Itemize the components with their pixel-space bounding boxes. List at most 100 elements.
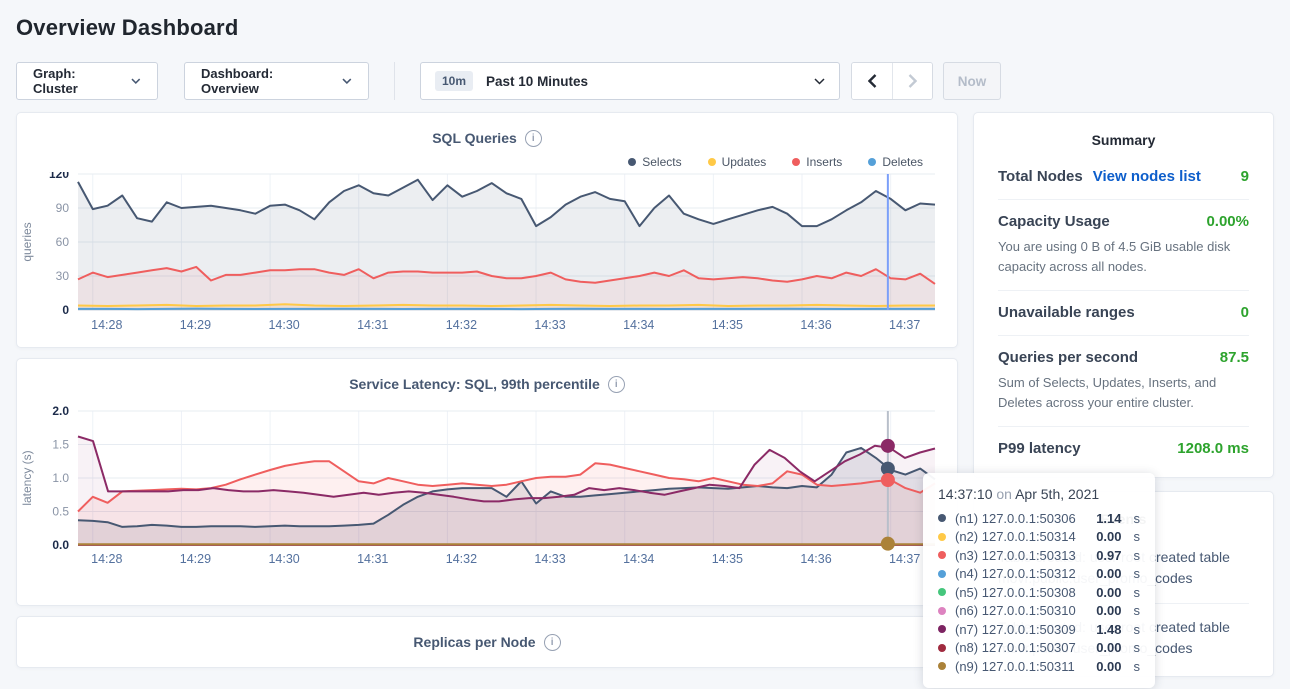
latency-panel: Service Latency: SQL, 99th percentile i … <box>16 358 958 606</box>
tooltip-node-unit: s <box>1133 510 1141 526</box>
tooltip-node-name: (n4) 127.0.0.1:50312 <box>955 566 1076 582</box>
tooltip-node-row: (n1) 127.0.0.1:50306 1.14 s <box>938 509 1140 528</box>
sql-queries-title: SQL Queries <box>432 130 517 146</box>
svg-text:14:34: 14:34 <box>623 318 654 332</box>
tooltip-node-row: (n5) 127.0.0.1:50308 0.00 s <box>938 583 1140 602</box>
summary-panel: Summary Total Nodes View nodes list 9 Capac… <box>973 112 1274 478</box>
legend-item-selects[interactable]: Selects <box>628 154 682 170</box>
svg-text:1.0: 1.0 <box>52 471 69 485</box>
svg-text:14:32: 14:32 <box>446 318 477 332</box>
stat-value: 87.5 <box>1219 349 1249 366</box>
summary-stats: Total Nodes View nodes list 9 Capacity Usag… <box>998 155 1249 471</box>
stat-top: P99 latency 1208.0 ms <box>998 440 1249 457</box>
legend-item-inserts[interactable]: Inserts <box>792 154 842 170</box>
tooltip-node-dot <box>938 532 946 541</box>
controls-divider <box>394 62 395 100</box>
dashboard-dropdown-label: Dashboard: Overview <box>201 66 274 96</box>
summary-stat-row: Queries per second 87.5 Sum of Selects, Up… <box>998 336 1249 427</box>
latency-chart[interactable]: 0.0 0.5 1.0 1.5 2.0 latency (s) 14:28 14:29 14:3… <box>17 394 957 574</box>
svg-text:14:36: 14:36 <box>800 318 831 332</box>
chevron-left-icon <box>867 74 876 88</box>
svg-text:0.5: 0.5 <box>52 505 69 519</box>
tooltip-node-row: (n9) 127.0.0.1:50311 0.00 s <box>938 657 1140 676</box>
tooltip-node-dot <box>938 625 946 634</box>
svg-text:14:33: 14:33 <box>534 552 565 566</box>
legend-dot <box>868 158 877 166</box>
stat-top: Capacity Usage 0.00% <box>998 213 1249 230</box>
stat-value: 0.00% <box>1206 213 1249 230</box>
svg-text:14:29: 14:29 <box>180 552 211 566</box>
stat-value: 1208.0 ms <box>1177 440 1249 457</box>
svg-text:14:31: 14:31 <box>357 318 388 332</box>
legend-dot <box>792 158 801 166</box>
svg-text:0: 0 <box>62 303 69 317</box>
svg-text:14:30: 14:30 <box>268 318 299 332</box>
replicas-title: Replicas per Node <box>413 634 536 650</box>
svg-text:14:34: 14:34 <box>623 552 654 566</box>
summary-stat-row: P99 latency 1208.0 ms <box>998 427 1249 471</box>
stat-label: Total Nodes <box>998 168 1083 185</box>
tooltip-node-value: 0.00 <box>1096 566 1122 582</box>
charts-column: SQL Queries i Selects Updates Inserts Delet… <box>16 112 958 678</box>
summary-stat-row: Unavailable ranges 0 <box>998 291 1249 336</box>
chart-tooltip: 14:37:10 on Apr 5th, 2021 (n1) 127.0.0.1… <box>923 473 1155 688</box>
svg-text:14:30: 14:30 <box>268 552 299 566</box>
controls-bar: Graph: Cluster Dashboard: Overview 10m P… <box>16 62 1274 100</box>
svg-text:1.5: 1.5 <box>52 438 69 452</box>
time-range-selector[interactable]: 10m Past 10 Minutes <box>420 62 840 100</box>
summary-stat-row: Capacity Usage 0.00% You are using 0 B of … <box>998 200 1249 291</box>
svg-text:14:37: 14:37 <box>889 552 920 566</box>
view-nodes-link[interactable]: View nodes list <box>1092 168 1201 185</box>
tooltip-node-dot <box>938 643 946 652</box>
stat-label: Queries per second <box>998 349 1139 366</box>
info-icon[interactable]: i <box>543 633 561 651</box>
tooltip-node-name: (n9) 127.0.0.1:50311 <box>955 658 1075 674</box>
tooltip-node-name: (n5) 127.0.0.1:50308 <box>955 584 1076 600</box>
tooltip-node-unit: s <box>1133 584 1141 600</box>
legend-item-deletes[interactable]: Deletes <box>868 154 923 170</box>
tooltip-node-dot <box>938 551 946 560</box>
tooltip-node-row: (n4) 127.0.0.1:50312 0.00 s <box>938 565 1140 584</box>
stat-description: Sum of Selects, Updates, Inserts, and De… <box>998 375 1217 410</box>
svg-text:14:32: 14:32 <box>446 552 477 566</box>
chevron-right-icon <box>908 74 917 88</box>
sql-queries-legend: Selects Updates Inserts Deletes <box>17 148 957 172</box>
tooltip-node-dot <box>938 606 946 615</box>
sql-queries-chart[interactable]: 0 30 60 90 120 queries 14:28 14:29 14:30 14:31 14:… <box>17 172 957 336</box>
stat-label: Capacity Usage <box>998 213 1110 230</box>
latency-title: Service Latency: SQL, 99th percentile <box>349 376 600 392</box>
svg-text:14:35: 14:35 <box>712 318 743 332</box>
time-range-label: Past 10 Minutes <box>486 73 589 89</box>
tooltip-node-row: (n3) 127.0.0.1:50313 0.97 s <box>938 546 1140 565</box>
tooltip-node-value: 0.00 <box>1096 584 1122 600</box>
stat-top: Total Nodes View nodes list 9 <box>998 168 1249 185</box>
summary-title: Summary <box>1091 132 1156 148</box>
tooltip-node-dot <box>938 588 946 597</box>
tooltip-node-row: (n6) 127.0.0.1:50310 0.00 s <box>938 602 1140 621</box>
dashboard-dropdown[interactable]: Dashboard: Overview <box>184 62 369 100</box>
legend-item-updates[interactable]: Updates <box>707 154 766 170</box>
time-nav-group <box>851 62 933 100</box>
stat-value: 9 <box>1240 168 1249 185</box>
tooltip-node-dot <box>938 662 946 671</box>
svg-text:90: 90 <box>56 201 70 215</box>
tooltip-node-unit: s <box>1133 621 1141 637</box>
svg-text:14:29: 14:29 <box>180 318 211 332</box>
tooltip-node-name: (n8) 127.0.0.1:50307 <box>955 640 1076 656</box>
time-next-button[interactable] <box>892 63 932 99</box>
info-icon[interactable]: i <box>607 375 625 393</box>
graph-dropdown-label: Graph: Cluster <box>33 66 78 96</box>
time-prev-button[interactable] <box>852 63 892 99</box>
tooltip-node-dot <box>938 569 946 578</box>
svg-text:14:31: 14:31 <box>357 552 388 566</box>
tooltip-node-name: (n2) 127.0.0.1:50314 <box>955 529 1076 545</box>
stat-label: P99 latency <box>998 440 1081 457</box>
now-button[interactable]: Now <box>943 62 1001 100</box>
stat-value: 0 <box>1240 304 1249 321</box>
info-icon[interactable]: i <box>524 129 542 147</box>
chevron-down-icon <box>131 78 141 84</box>
graph-dropdown[interactable]: Graph: Cluster <box>16 62 158 100</box>
tooltip-node-name: (n7) 127.0.0.1:50309 <box>955 621 1076 637</box>
svg-text:latency (s): latency (s) <box>20 450 34 505</box>
svg-text:14:33: 14:33 <box>534 318 565 332</box>
